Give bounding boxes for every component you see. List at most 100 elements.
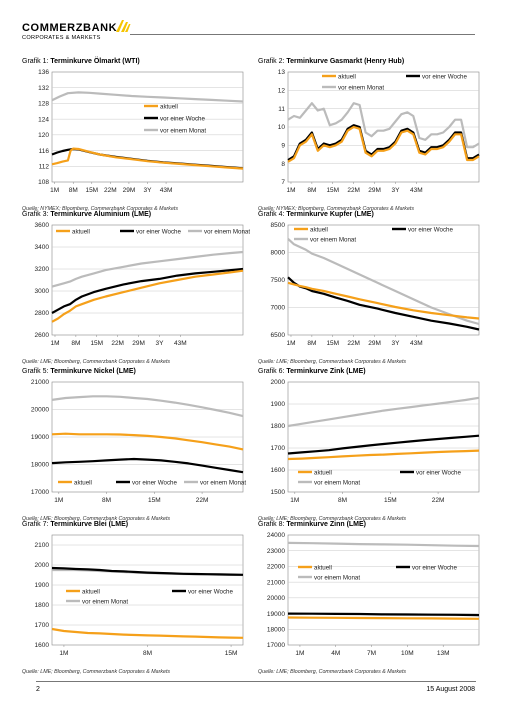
y-tick-label: 13 <box>278 69 286 76</box>
y-tick-label: 17000 <box>267 642 285 649</box>
x-tick-label: 10M <box>401 650 414 657</box>
y-tick-label: 20000 <box>267 595 285 602</box>
y-tick-label: 6500 <box>271 332 286 339</box>
x-tick-label: 8M <box>307 187 316 194</box>
chart-title-text: Terminkurve Gasmarkt (Henry Hub) <box>286 58 405 65</box>
y-tick-label: 124 <box>38 116 49 123</box>
series-line-monat <box>287 237 480 326</box>
x-tick-label: 15M <box>384 497 397 504</box>
legend-label-monat: vor einem Monat <box>310 236 356 243</box>
x-tick-label: 22M <box>432 497 445 504</box>
series-line-aktuell <box>51 269 244 323</box>
chart-label-prefix: Grafik 6: <box>258 368 285 375</box>
chart-source: Quelle: NYMEX; Bloomberg, Commerzbank Co… <box>258 206 415 212</box>
plot-area <box>51 71 244 183</box>
y-tick-label: 8 <box>281 161 285 168</box>
series-line-aktuell <box>287 125 480 163</box>
x-tick-label: 43M <box>160 187 173 194</box>
y-tick-label: 2800 <box>35 310 50 317</box>
x-tick-label: 8M <box>69 187 78 194</box>
x-tick-label: 15M <box>85 187 98 194</box>
y-tick-label: 1500 <box>271 489 286 496</box>
chart-source: Quelle: LME; Bloomberg, Commerzbank Corp… <box>258 359 407 365</box>
chart-title-text: Terminkurve Zink (LME) <box>286 368 366 375</box>
legend-label-woche: vor einer Woche <box>188 588 233 595</box>
y-tick-label: 7000 <box>271 305 286 312</box>
x-tick-label: 4M <box>331 650 340 657</box>
y-tick-label: 116 <box>39 148 50 155</box>
x-tick-label: 43M <box>174 340 187 347</box>
page-number: 2 <box>36 686 40 693</box>
series-line-aktuell <box>287 281 480 320</box>
series-line-woche <box>51 457 244 474</box>
x-tick-label: 1M <box>286 187 295 194</box>
chart-svg: 2600 2800 3000 3200 3400 3600 1M 8M 15M 22M 29M 3Y 4… <box>35 222 250 347</box>
legend-label-aktuell: aktuell <box>314 564 332 571</box>
series-line-woche <box>287 124 480 161</box>
y-tick-label: 18000 <box>267 626 285 633</box>
y-tick-label: 1700 <box>35 622 50 629</box>
x-tick-label: 13M <box>437 650 450 657</box>
chart-title-text: Terminkurve Nickel (LME) <box>50 368 136 375</box>
legend-label-woche: vor einer Woche <box>412 564 457 571</box>
series-line-woche <box>287 612 480 617</box>
legend-label-woche: vor einer Woche <box>132 479 177 486</box>
y-tick-label: 21000 <box>31 379 49 386</box>
plot-area <box>51 534 244 646</box>
legend-label-woche: vor einer Woche <box>160 115 205 122</box>
chart-title: Grafik 6: Terminkurve Zink (LME) <box>258 368 366 375</box>
chart-source: Quelle: LME; Bloomberg, Commerzbank Corp… <box>258 516 407 522</box>
y-tick-label: 22000 <box>267 564 285 571</box>
chart-svg: 7 8 9 10 11 12 13 1M 8M 15M 22M 29M 3Y 43M aktuell vor … <box>278 69 480 194</box>
legend-label-monat: vor einem Monat <box>82 598 128 605</box>
x-tick-label: 22M <box>347 187 360 194</box>
y-tick-label: 3000 <box>35 288 50 295</box>
chart-title: Grafik 1: Terminkurve Ölmarkt (WTI) <box>22 58 140 65</box>
plot-area <box>287 534 480 646</box>
series-line-monat <box>51 91 244 103</box>
chart-panel-5: Grafik 5: Terminkurve Nickel (LME) 17000 1… <box>22 368 250 526</box>
legend-label-woche: vor einer Woche <box>422 73 467 80</box>
y-tick-label: 19000 <box>267 611 285 618</box>
chart-svg: 17000 18000 19000 20000 21000 22000 23000 24000… <box>267 532 480 657</box>
y-tick-label: 3200 <box>35 266 50 273</box>
y-tick-label: 1800 <box>271 423 286 430</box>
legend-label-monat: vor einem Monat <box>204 228 250 235</box>
x-tick-label: 15M <box>148 497 161 504</box>
x-tick-label: 1M <box>50 340 59 347</box>
y-tick-label: 1600 <box>35 642 50 649</box>
chart-panel-8: Grafik 8: Terminkurve Zinn (LME) 17000 180… <box>258 521 486 679</box>
y-tick-label: 108 <box>38 179 49 186</box>
x-tick-label: 8M <box>307 340 316 347</box>
series-line-woche <box>51 267 244 314</box>
chart-svg: 1500 1600 1700 1800 1900 2000 1M 8M 15M 22M aktuel… <box>271 379 480 504</box>
y-tick-label: 8500 <box>271 222 286 229</box>
chart-svg: 17000 18000 19000 20000 21000 1M 8M 15M 22M aktue… <box>31 379 246 504</box>
x-tick-label: 1M <box>290 497 299 504</box>
y-tick-label: 23000 <box>267 548 285 555</box>
chart-label-prefix: Grafik 4: <box>258 211 285 218</box>
y-tick-label: 10 <box>278 124 286 131</box>
y-tick-label: 7500 <box>271 277 286 284</box>
brand-logo: COMMERZBANK CORPORATES & MARKETS <box>22 20 131 41</box>
legend-label-woche: vor einer Woche <box>408 226 453 233</box>
x-tick-label: 15M <box>326 340 339 347</box>
series-line-monat <box>51 395 244 418</box>
x-tick-label: 7M <box>367 650 376 657</box>
chart-label-prefix: Grafik 7: <box>22 521 49 528</box>
chart-source: Quelle: NYMEX; Bloomberg, Commerzbank Co… <box>22 206 179 212</box>
y-tick-label: 9 <box>281 143 285 150</box>
chart-source: Quelle: LME; Bloomberg, Commerzbank Corp… <box>258 669 407 675</box>
chart-title: Grafik 4: Terminkurve Kupfer (LME) <box>258 211 374 218</box>
chart-title-text: Terminkurve Kupfer (LME) <box>286 211 374 218</box>
chart-title-text: Terminkurve Blei (LME) <box>50 521 129 528</box>
x-tick-label: 8M <box>338 497 347 504</box>
x-tick-label: 29M <box>368 340 381 347</box>
legend-label-monat: vor einem Monat <box>160 127 206 134</box>
x-tick-label: 29M <box>368 187 381 194</box>
chart-title-text: Terminkurve Zinn (LME) <box>286 521 367 528</box>
x-tick-label: 1M <box>50 187 59 194</box>
x-tick-label: 43M <box>410 340 423 347</box>
legend-label-woche: vor einer Woche <box>416 469 461 476</box>
chart-panel-4: Grafik 4: Terminkurve Kupfer (LME) 6500 70… <box>258 211 486 369</box>
